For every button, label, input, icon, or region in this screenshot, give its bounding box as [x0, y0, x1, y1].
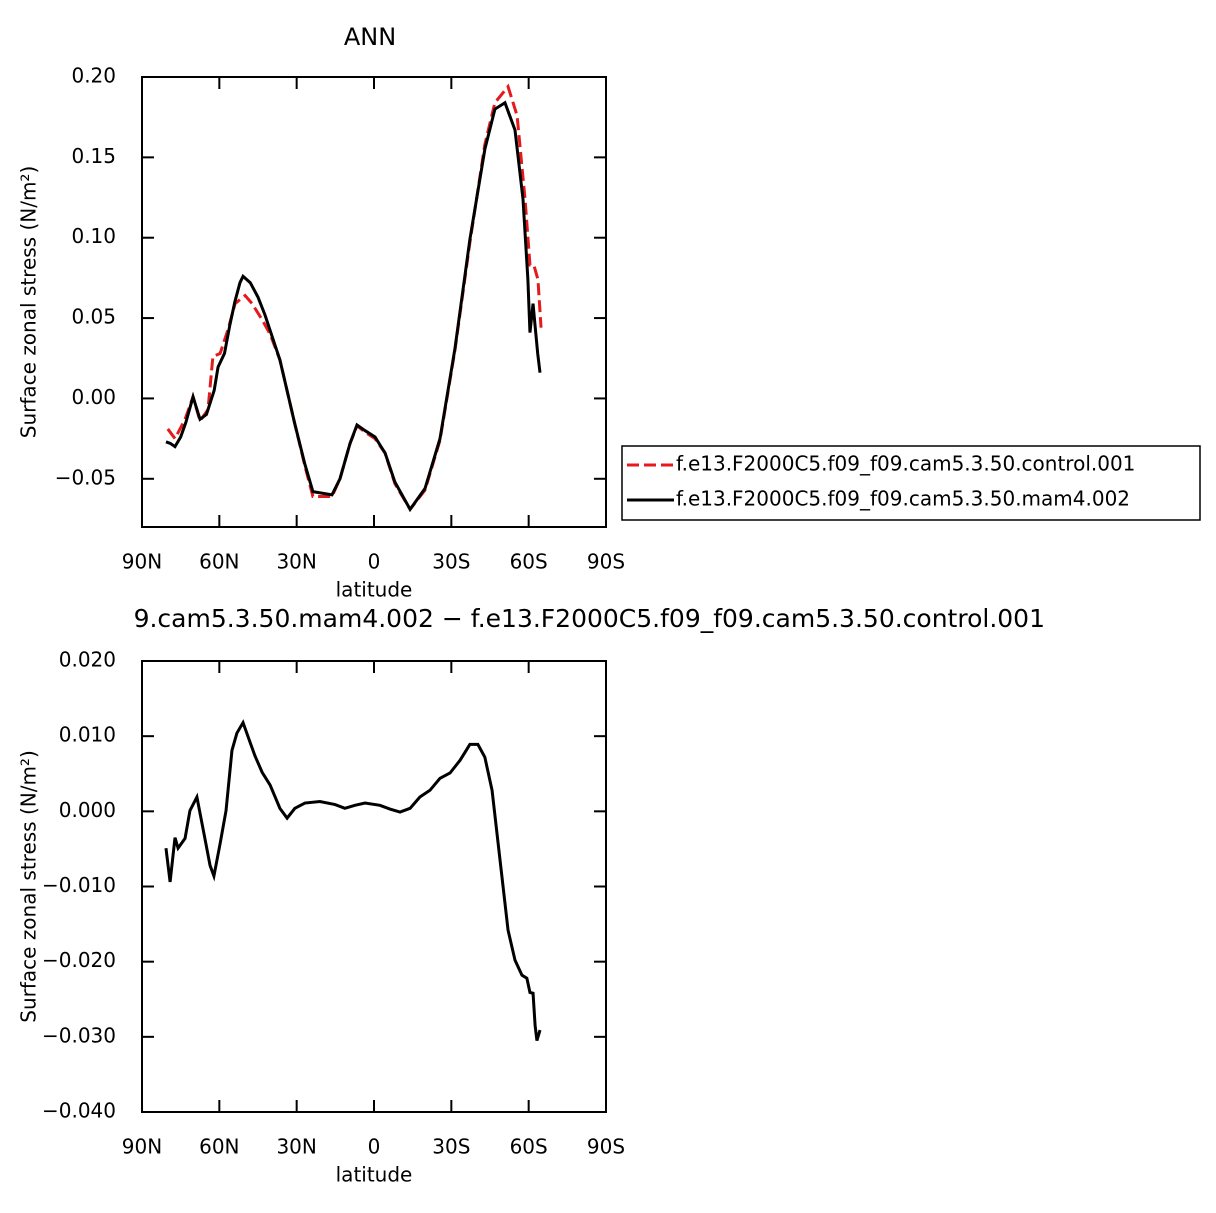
x-tick-label: 90S — [587, 550, 625, 574]
y-tick-label: −0.020 — [42, 948, 116, 972]
x-tick-label: 60S — [510, 1135, 548, 1159]
legend-box — [621, 445, 1201, 521]
x-tick-label: 60N — [199, 550, 239, 574]
y-tick-label: 0.20 — [71, 64, 116, 88]
y-tick-label: 0.15 — [71, 144, 116, 168]
x-tick-label: 30S — [432, 1135, 470, 1159]
x-tick-label: 30N — [276, 1135, 316, 1159]
x-tick-label: 90N — [122, 550, 162, 574]
y-axis-label: Surface zonal stress (N/m²) — [17, 750, 41, 1022]
y-tick-label: 0.000 — [59, 798, 116, 822]
y-tick-label: −0.05 — [55, 465, 116, 489]
legend-label: f.e13.F2000C5.f09_f09.cam5.3.50.control.… — [676, 452, 1135, 476]
y-tick-label: −0.040 — [42, 1099, 116, 1123]
data-line — [164, 719, 542, 1042]
y-tick-label: −0.010 — [42, 873, 116, 897]
data-line — [165, 100, 542, 513]
chart-title: ANN — [344, 23, 396, 51]
y-tick-label: 0.10 — [71, 224, 116, 248]
legend-label: f.e13.F2000C5.f09_f09.cam5.3.50.mam4.002 — [676, 487, 1130, 511]
y-tick-label: −0.030 — [42, 1023, 116, 1047]
x-tick-label: 30N — [276, 550, 316, 574]
chart-title: 9.cam5.3.50.mam4.002 − f.e13.F2000C5.f09… — [134, 604, 1045, 633]
x-tick-label: 0 — [368, 1135, 381, 1159]
y-tick-label: 0.010 — [59, 723, 116, 747]
x-tick-label: 90N — [122, 1135, 162, 1159]
y-tick-label: 0.05 — [71, 305, 116, 329]
y-tick-label: 0.00 — [71, 385, 116, 409]
x-tick-label: 90S — [587, 1135, 625, 1159]
x-tick-label: 60S — [510, 550, 548, 574]
x-tick-label: 0 — [368, 550, 381, 574]
x-tick-label: 60N — [199, 1135, 239, 1159]
y-tick-label: 0.020 — [59, 648, 116, 672]
y-axis-label: Surface zonal stress (N/m²) — [17, 166, 41, 438]
x-tick-label: 30S — [432, 550, 470, 574]
x-axis-label: latitude — [336, 1163, 413, 1187]
x-axis-label: latitude — [336, 578, 413, 602]
